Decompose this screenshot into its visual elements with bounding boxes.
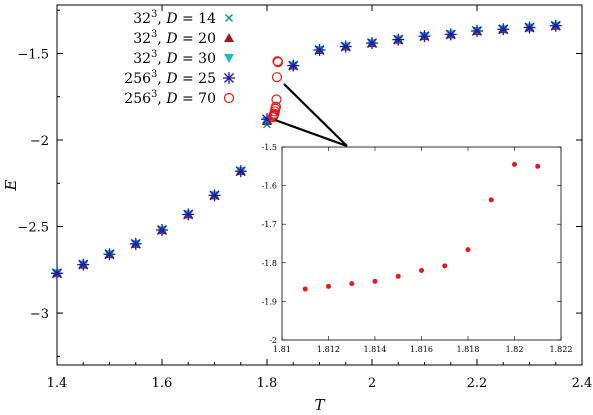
inset-plot: 1.81 1.812 1.814 1.816 1.818 1.82 1.822 -2 -1.9 -… [262,143,573,354]
data-point [234,165,247,178]
data-point [270,101,282,112]
data-point [224,54,234,63]
series-3 [51,19,562,280]
data-point [488,197,494,203]
inset-frame [281,146,562,341]
inset-y-tick-label: -1.7 [262,220,277,229]
data-point [223,72,235,84]
y-tick-label: −1.5 [17,47,49,62]
y-tick-label: −2 [30,134,49,149]
x-tick-label: 2.2 [467,376,488,391]
legend-label: 323, D = 14 [133,9,216,27]
data-point [51,267,63,280]
data-point [465,247,471,253]
y-tick-label: −3 [30,307,49,322]
inset-x-tick-label: 1.814 [364,345,387,354]
legend-label: 2563, D = 70 [124,89,216,107]
legend-label: 2563, D = 25 [124,69,216,87]
inset-x-tick-label: 1.812 [317,345,340,354]
data-point [395,273,401,279]
legend-entry: 323, D = 14 [133,9,233,27]
x-axis-title: T [314,396,325,414]
data-point [392,33,405,46]
data-point [442,263,448,269]
inset-y-tick-label: -1.6 [262,182,277,191]
legend-entry: 2563, D = 70 [124,89,235,107]
inset-y-tick-label: -1.8 [262,259,277,268]
data-point [497,23,510,36]
data-point [77,258,90,271]
data-point [444,28,457,41]
data-point [103,248,116,261]
inset-y-tick-label: -2 [269,336,277,345]
x-tick-label: 2 [368,376,376,391]
legend-label: 323, D = 30 [133,49,216,67]
data-point [129,237,142,250]
data-point [418,30,431,43]
inset-series-0 [302,161,541,292]
data-point [349,281,355,287]
data-point [224,33,234,42]
data-point [271,94,282,105]
x-tick-label: 2.4 [572,376,593,391]
inset-zoom-lines [274,83,348,148]
data-point [223,92,235,104]
main-data-series [51,19,562,280]
inset-x-tick-label: 1.818 [457,345,480,354]
data-point [549,19,562,32]
x-tick-label: 1.4 [47,376,68,391]
series-4 [267,56,284,123]
inset-x-tick-label: 1.82 [506,345,524,354]
data-point [366,37,378,50]
legend-entry: 323, D = 30 [133,49,234,67]
legend: 323, D = 14 323, D = 20 323, D = 30 2563, D… [124,9,235,107]
inset-x-tick-label: 1.81 [273,345,291,354]
data-point [512,161,517,167]
data-point [156,224,168,236]
data-point [523,21,536,34]
data-point [302,286,308,292]
data-point [535,163,541,169]
inset-y-tick-label: -1.5 [262,143,277,152]
data-point [326,283,331,289]
data-point [271,72,283,83]
x-tick-label: 1.8 [257,376,278,391]
data-point [272,57,284,68]
main-axes: 1.4 1.6 1.8 2 2.2 2.4−3−2.5−2−1.5 [17,4,593,391]
legend-entry: 323, D = 20 [133,29,234,47]
inset-x-tick-label: 1.816 [410,345,433,354]
data-point [313,44,326,56]
data-point [372,278,378,284]
data-point [339,40,352,53]
inset-y-tick-label: -1.9 [262,297,277,306]
legend-label: 323, D = 20 [133,29,216,47]
zoom-line-upper [283,83,348,147]
inset-x-tick-label: 1.822 [550,345,573,354]
y-axis-title: E [2,179,20,191]
data-point [182,208,195,221]
zoom-line-lower [274,118,348,148]
data-point [419,268,424,274]
x-tick-label: 1.6 [152,376,173,391]
y-tick-label: −2.5 [17,221,49,236]
legend-entry: 2563, D = 25 [124,69,235,87]
data-point [208,189,221,202]
data-point [225,14,233,22]
data-point [471,24,483,37]
data-point [287,59,300,72]
